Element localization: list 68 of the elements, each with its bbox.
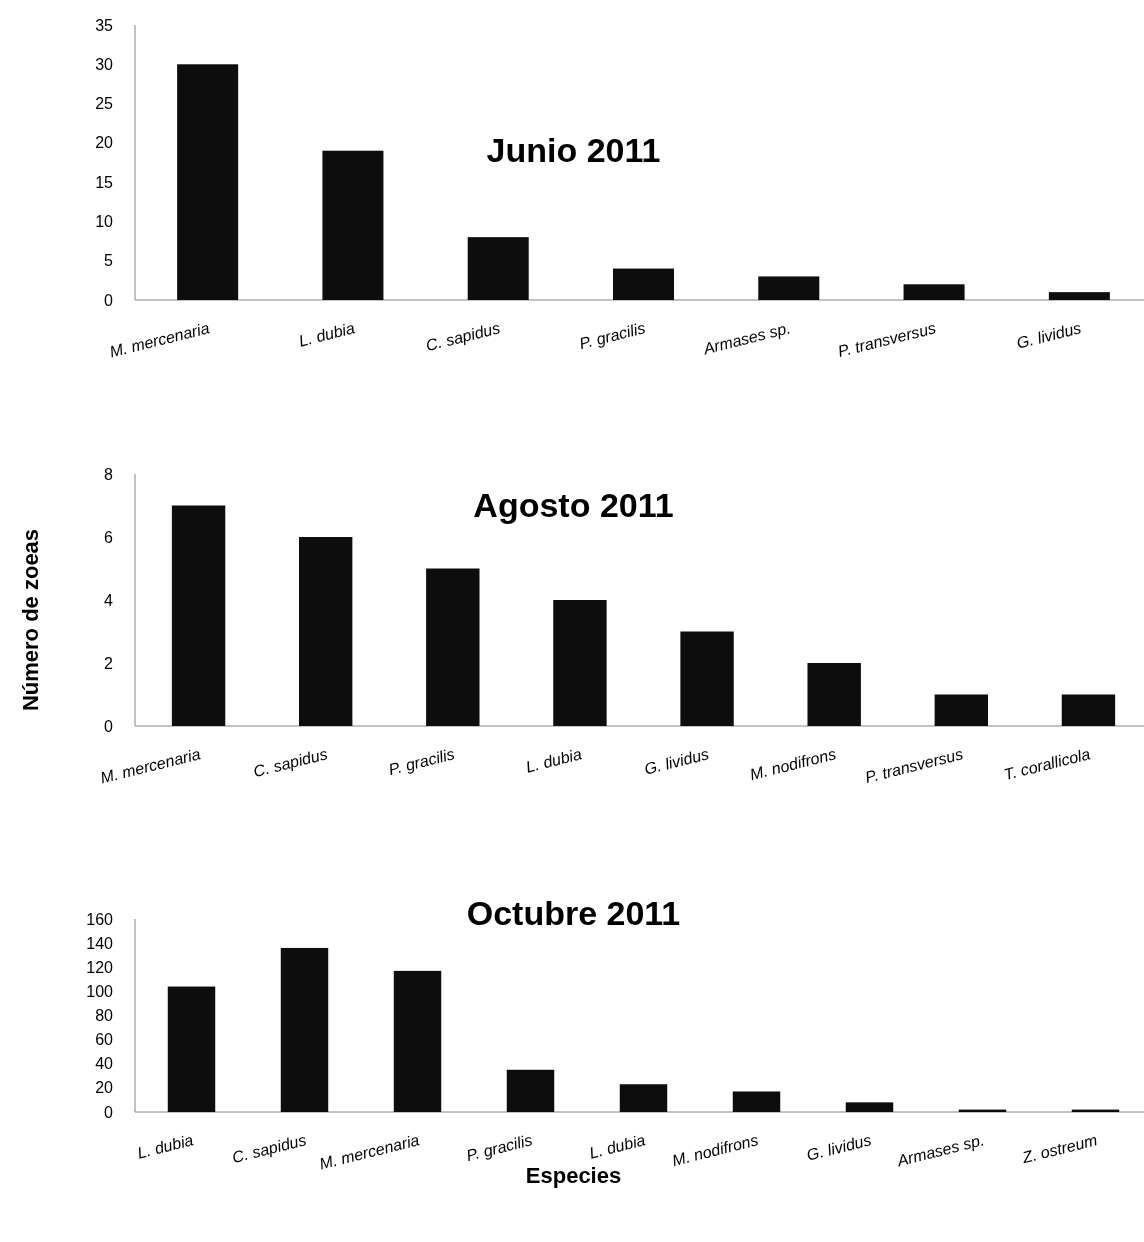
x-tick-label: C. sapidus bbox=[251, 745, 330, 781]
bar bbox=[758, 276, 820, 300]
bar bbox=[167, 986, 216, 1112]
x-tick-label: L. dubia bbox=[135, 1131, 196, 1162]
y-tick-label: 140 bbox=[86, 934, 114, 952]
y-tick-label: 8 bbox=[104, 465, 114, 483]
bar bbox=[506, 1069, 555, 1112]
x-tick-label: C. sapidus bbox=[424, 319, 502, 355]
x-tick-label: L. dubia bbox=[587, 1131, 648, 1162]
y-tick-label: 10 bbox=[95, 213, 114, 231]
y-tick-label: 80 bbox=[95, 1007, 114, 1025]
y-tick-label: 6 bbox=[104, 528, 114, 546]
bar bbox=[171, 505, 226, 726]
bar bbox=[903, 284, 965, 300]
bar bbox=[1048, 292, 1110, 300]
x-tick-label: M. nodifrons bbox=[670, 1131, 760, 1170]
bar bbox=[177, 64, 239, 300]
y-tick-label: 5 bbox=[104, 252, 114, 270]
y-tick-label: 20 bbox=[95, 134, 114, 152]
y-tick-label: 15 bbox=[95, 173, 114, 191]
y-tick-label: 30 bbox=[95, 55, 114, 73]
bar bbox=[298, 537, 353, 726]
y-tick-label: 0 bbox=[104, 717, 114, 735]
bar bbox=[845, 1102, 894, 1112]
bar bbox=[680, 631, 734, 726]
x-tick-label: Armases sp. bbox=[894, 1131, 986, 1170]
x-tick-label: P. gracilis bbox=[577, 319, 647, 353]
x-tick-label: Armases sp. bbox=[700, 319, 793, 358]
y-tick-label: 120 bbox=[86, 958, 114, 976]
x-tick-label: L. dubia bbox=[524, 745, 584, 776]
x-tick-label: M. nodifrons bbox=[748, 745, 838, 784]
y-tick-label: 160 bbox=[86, 910, 114, 928]
bar bbox=[1061, 694, 1116, 726]
text: Junio 2011 bbox=[486, 130, 661, 169]
bar bbox=[393, 970, 442, 1112]
x-tick-label: G. lividus bbox=[642, 745, 711, 778]
bar bbox=[612, 268, 675, 300]
y-tick-label: 2 bbox=[104, 654, 114, 672]
y-tick-label: 4 bbox=[104, 591, 114, 609]
x-tick-label: C. sapidus bbox=[230, 1131, 308, 1167]
x-tick-label: L. dubia bbox=[297, 319, 357, 350]
bar bbox=[807, 663, 861, 726]
y-tick-label: 100 bbox=[86, 982, 114, 1000]
bar bbox=[934, 694, 989, 726]
y-axis-title: Número de zoeas bbox=[18, 528, 43, 712]
y-tick-label: 20 bbox=[95, 1079, 114, 1097]
bar bbox=[619, 1084, 668, 1112]
x-tick-label: T. corallicola bbox=[1002, 745, 1092, 784]
chart-title: Octubre 2011 bbox=[466, 893, 681, 932]
x-tick-label: P. gracilis bbox=[464, 1131, 534, 1165]
x-tick-label: G. lividus bbox=[804, 1131, 873, 1164]
x-tick-label: P. gracilis bbox=[386, 745, 457, 779]
x-tick-label: Z. ostreum bbox=[1019, 1131, 1099, 1167]
x-tick-label: G. lividus bbox=[1014, 319, 1083, 352]
chart-title: Agosto 2011 bbox=[473, 485, 674, 524]
y-tick-label: 25 bbox=[95, 95, 114, 113]
bar bbox=[553, 600, 607, 726]
bar bbox=[467, 237, 529, 300]
bar bbox=[280, 947, 329, 1112]
x-axis-title: Especies bbox=[525, 1163, 622, 1188]
y-tick-label: 0 bbox=[104, 1103, 114, 1121]
bar bbox=[732, 1091, 781, 1112]
y-tick-label: 40 bbox=[95, 1055, 114, 1073]
y-tick-label: 0 bbox=[104, 291, 114, 309]
y-tick-label: 60 bbox=[95, 1031, 114, 1049]
bar bbox=[322, 150, 384, 300]
y-tick-label: 35 bbox=[95, 16, 114, 34]
bar bbox=[426, 568, 480, 726]
